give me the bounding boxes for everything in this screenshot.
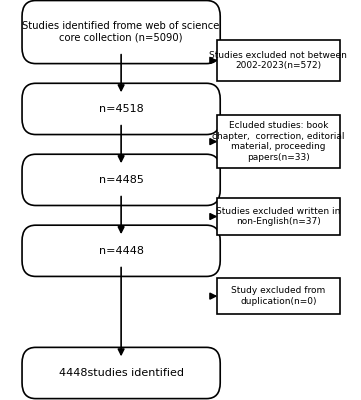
FancyBboxPatch shape [22, 347, 220, 399]
FancyBboxPatch shape [217, 115, 340, 168]
Text: n=4518: n=4518 [99, 104, 144, 114]
FancyBboxPatch shape [22, 154, 220, 206]
FancyBboxPatch shape [22, 83, 220, 134]
Text: Studies excluded not between
2002-2023(n=572): Studies excluded not between 2002-2023(n… [209, 51, 347, 70]
Text: 4448studies identified: 4448studies identified [58, 368, 184, 378]
Text: Study excluded from
duplication(n=0): Study excluded from duplication(n=0) [231, 286, 325, 306]
FancyBboxPatch shape [217, 40, 340, 81]
Text: Ecluded studies: book
chapter,  correction, editorial
material, proceeding
paper: Ecluded studies: book chapter, correctio… [212, 121, 344, 162]
Text: Studies excluded written in
non-English(n=37): Studies excluded written in non-English(… [216, 207, 340, 226]
Text: Studies identified frome web of science
core collection (n=5090): Studies identified frome web of science … [22, 21, 220, 43]
FancyBboxPatch shape [217, 278, 340, 314]
FancyBboxPatch shape [22, 0, 220, 64]
Text: n=4448: n=4448 [99, 246, 144, 256]
Text: n=4485: n=4485 [99, 175, 144, 185]
FancyBboxPatch shape [22, 225, 220, 276]
FancyBboxPatch shape [217, 198, 340, 235]
